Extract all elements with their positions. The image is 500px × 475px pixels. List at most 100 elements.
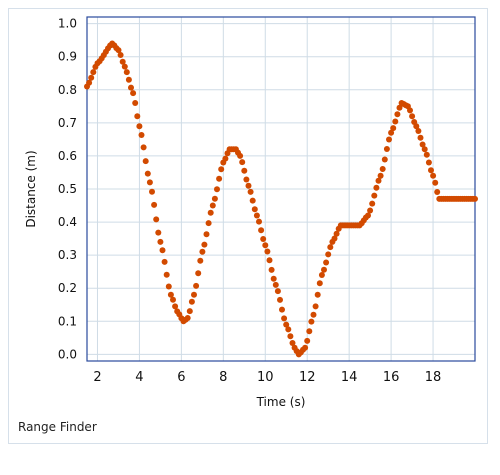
data-point [316, 280, 323, 287]
data-point [197, 257, 204, 264]
x-tick-label: 2 [93, 370, 101, 385]
data-point [125, 76, 132, 83]
data-point [390, 125, 397, 132]
data-point [415, 128, 422, 134]
y-tick-label: 0.9 [58, 50, 77, 64]
data-point [205, 220, 212, 227]
data-point [365, 212, 371, 219]
data-point [222, 155, 229, 162]
data-point-group [84, 40, 478, 358]
x-tick-label: 6 [177, 370, 185, 385]
data-point [186, 308, 193, 315]
data-point [333, 230, 340, 237]
data-point [207, 209, 214, 216]
data-point [377, 172, 384, 179]
y-tick-label: 0.3 [58, 248, 77, 262]
data-point [386, 136, 392, 143]
data-point [472, 195, 478, 202]
data-point [369, 200, 376, 207]
data-point [130, 90, 137, 97]
data-point [287, 333, 294, 340]
data-point [388, 129, 395, 136]
data-point [256, 218, 262, 225]
data-point [283, 321, 290, 328]
data-point [379, 166, 386, 172]
data-point [310, 311, 317, 318]
data-point [115, 47, 122, 54]
data-point [172, 303, 179, 310]
data-point [138, 132, 145, 138]
data-point [281, 315, 288, 322]
data-point [134, 113, 141, 120]
data-point [117, 52, 124, 58]
data-point [251, 206, 258, 213]
data-point [270, 275, 277, 282]
data-point [188, 298, 195, 305]
data-point [247, 188, 254, 195]
x-tick-label: 12 [299, 370, 316, 385]
data-point [142, 158, 149, 165]
data-point [318, 272, 325, 278]
y-tick-label: 0.8 [58, 83, 77, 97]
data-point [163, 271, 170, 278]
data-point [195, 270, 202, 277]
data-point [253, 212, 260, 219]
data-point [419, 141, 426, 148]
data-point [425, 159, 432, 166]
data-point [157, 238, 164, 245]
data-point [216, 175, 223, 182]
data-point [191, 291, 197, 298]
range-finder-panel: 2 4 6 8 10 12 14 16 18 0.0 0.1 0.2 0.3 0.4 0.5 0.6 0.7 0.… [8, 8, 488, 444]
data-point [262, 242, 269, 249]
y-tick-label: 0.1 [58, 314, 77, 328]
data-point [268, 266, 275, 273]
data-point [90, 69, 97, 76]
data-point [277, 296, 283, 303]
data-point [218, 166, 225, 173]
data-point [161, 258, 168, 265]
data-point [392, 118, 399, 125]
data-point [396, 104, 403, 111]
data-point [308, 318, 315, 325]
data-point [203, 231, 210, 238]
data-point [306, 328, 313, 335]
data-point [321, 266, 327, 273]
data-point [88, 74, 95, 81]
data-point [304, 337, 311, 344]
data-point [272, 281, 279, 288]
x-tick-label: 16 [383, 370, 400, 385]
data-point [430, 172, 437, 179]
data-point [159, 247, 166, 254]
data-point [123, 69, 130, 76]
data-point [193, 282, 200, 289]
data-point [132, 100, 139, 106]
data-point [170, 296, 176, 303]
data-point [167, 291, 174, 298]
data-point [421, 146, 428, 153]
data-point [245, 182, 252, 189]
data-point [239, 159, 246, 166]
x-tick-label: 10 [257, 370, 274, 385]
data-point [155, 229, 162, 236]
data-point [274, 288, 281, 295]
data-point [394, 111, 401, 118]
y-tick-label: 0.0 [58, 347, 77, 361]
data-point [331, 235, 338, 242]
data-point [211, 195, 218, 202]
data-point [241, 167, 248, 174]
data-point [327, 244, 334, 251]
data-point [146, 179, 153, 186]
x-axis-label: Time (s) [256, 395, 306, 409]
data-point [373, 184, 380, 191]
data-point [428, 167, 434, 174]
data-point [302, 344, 309, 351]
sensor-caption: Range Finder [18, 420, 97, 434]
data-point [201, 241, 208, 248]
data-point [121, 63, 128, 70]
x-tick-label: 14 [341, 370, 358, 385]
plot-frame [86, 16, 476, 362]
x-tick-label: 18 [425, 370, 442, 385]
data-point [383, 146, 390, 152]
y-tick-label: 0.5 [58, 182, 77, 196]
data-point [249, 197, 256, 204]
